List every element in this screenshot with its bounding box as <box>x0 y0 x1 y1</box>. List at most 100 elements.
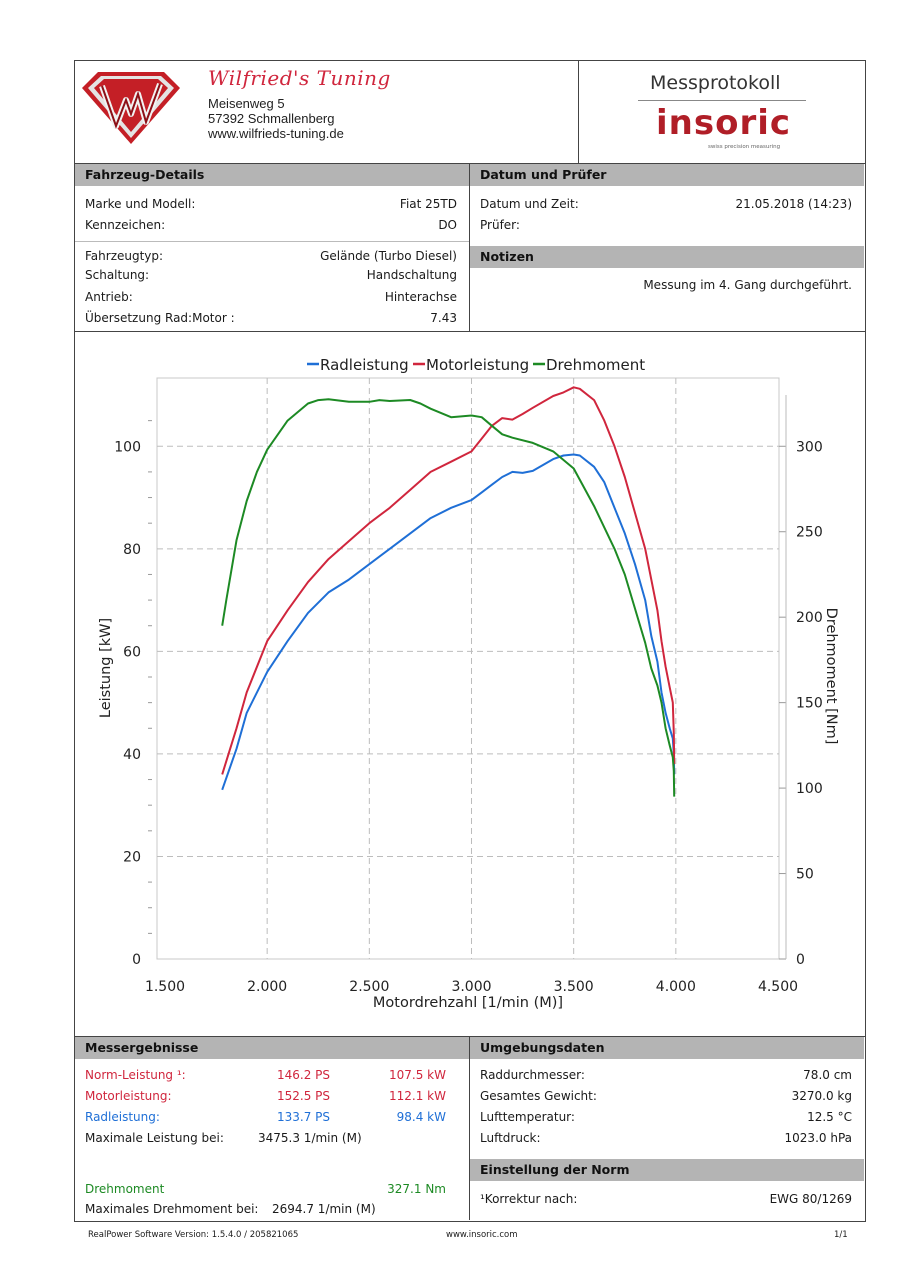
y-axis-label: Leistung [kW] <box>98 618 114 718</box>
y2-tick-label: 50 <box>796 867 814 883</box>
y2-tick-label: 250 <box>796 525 823 541</box>
page-frame <box>74 60 866 1222</box>
y-tick-label: 20 <box>123 849 141 865</box>
company-name: Wilfried's Tuning <box>208 66 391 90</box>
insoric-logo: insoric <box>656 103 792 143</box>
x-tick-label: 4.000 <box>656 979 696 995</box>
norm-section-title: Einstellung der Norm <box>470 1159 864 1181</box>
y2-axis-label: Drehmoment [Nm] <box>823 608 839 745</box>
footer-url[interactable]: www.insoric.com <box>446 1230 518 1240</box>
date-value: 21.05.2018 (14:23) <box>735 197 852 211</box>
x-tick-label: 2.500 <box>349 979 389 995</box>
date-label: Datum und Zeit: <box>480 197 579 211</box>
vehicle-value: 7.43 <box>430 311 457 325</box>
software-version: RealPower Software Version: 1.5.4.0 / 20… <box>88 1230 299 1240</box>
env-label: Luftdruck: <box>480 1131 541 1145</box>
vehicle-value: Fiat 25TD <box>399 197 457 211</box>
title-underline <box>638 100 806 101</box>
vehicle-label: Marke und Modell: <box>85 197 196 211</box>
vehicle-label: Kennzeichen: <box>85 218 166 232</box>
vehicle-value: DO <box>438 218 457 232</box>
vehicle-value: Gelände (Turbo Diesel) <box>320 249 457 263</box>
norm-value: EWG 80/1269 <box>769 1192 852 1206</box>
tester-label: Prüfer: <box>480 218 520 232</box>
divider <box>469 164 470 332</box>
y2-tick-label: 200 <box>796 610 823 626</box>
environment-section-title: Umgebungsdaten <box>470 1037 864 1059</box>
results-section-title: Messergebnisse <box>75 1037 469 1059</box>
dyno-chart: 1.500 2.000 2.500 3.000 3.500 4.000 4.500 0 20 40… <box>98 356 839 1011</box>
vehicle-label: Fahrzeugtyp: <box>85 249 164 263</box>
x-tick-label: 3.000 <box>451 979 491 995</box>
env-label: Lufttemperatur: <box>480 1110 575 1124</box>
company-logo <box>82 72 180 144</box>
plot-area <box>156 377 780 960</box>
env-value: 3270.0 kg <box>791 1089 852 1103</box>
env-label: Gesamtes Gewicht: <box>480 1089 597 1103</box>
torque-label: Drehmoment <box>85 1182 165 1196</box>
engine-power-label: Motorleistung: <box>85 1089 172 1103</box>
vehicle-value: Handschaltung <box>366 268 457 282</box>
series-drehmoment <box>221 398 676 797</box>
y-tick-label: 40 <box>123 747 141 763</box>
divider <box>74 163 865 164</box>
series-lines <box>221 386 676 797</box>
vehicle-label: Schaltung: <box>85 268 150 282</box>
brand-tagline: swiss precision measuring <box>708 144 781 150</box>
y-tick-label: 100 <box>114 439 141 455</box>
grid-lines <box>157 378 779 959</box>
series-radleistung <box>221 453 676 791</box>
axis-ticks: 1.500 2.000 2.500 3.000 3.500 4.000 4.500 0 20 40… <box>114 395 823 995</box>
legend-drehmoment: Drehmoment <box>546 356 645 374</box>
divider <box>74 1036 865 1037</box>
env-label: Raddurchmesser: <box>480 1068 585 1082</box>
vehicle-label: Antrieb: <box>85 290 133 304</box>
max-torque-label: Maximales Drehmoment bei: <box>85 1202 259 1216</box>
chart-legend: Radleistung Motorleistung Drehmoment <box>307 356 645 374</box>
x-tick-label: 4.500 <box>758 979 798 995</box>
protocol-title: Messprotokoll <box>650 72 781 94</box>
norm-power-kw: 107.5 kW <box>389 1068 446 1082</box>
wheel-power-kw: 98.4 kW <box>396 1110 446 1124</box>
notes-section-title: Notizen <box>470 246 864 268</box>
page-number: 1/1 <box>834 1230 848 1240</box>
x-tick-label: 3.500 <box>554 979 594 995</box>
address-street: Meisenweg 5 <box>208 96 285 111</box>
x-axis-label: Motordrehzahl [1/min (M)] <box>373 995 563 1011</box>
y2-tick-label: 0 <box>796 952 805 968</box>
torque-value: 327.1 Nm <box>387 1182 446 1196</box>
y2-tick-label: 150 <box>796 696 823 712</box>
divider <box>578 60 579 164</box>
y-tick-label: 80 <box>123 542 141 558</box>
company-website[interactable]: www.wilfrieds-tuning.de <box>208 126 344 141</box>
date-section-title: Datum und Prüfer <box>470 164 864 186</box>
notes-text: Messung im 4. Gang durchgeführt. <box>643 278 852 292</box>
divider <box>75 241 469 242</box>
vehicle-section-title: Fahrzeug-Details <box>75 164 469 186</box>
address-city: 57392 Schmallenberg <box>208 111 335 126</box>
legend-radleistung: Radleistung <box>320 356 409 374</box>
max-power-value: 3475.3 1/min (M) <box>258 1131 362 1145</box>
wheel-power-ps: 133.7 PS <box>276 1110 330 1124</box>
y-tick-label: 60 <box>123 644 141 660</box>
legend-motorleistung: Motorleistung <box>426 356 529 374</box>
x-tick-label: 2.000 <box>247 979 287 995</box>
y2-tick-label: 100 <box>796 781 823 797</box>
max-torque-value: 2694.7 1/min (M) <box>272 1202 376 1216</box>
vehicle-value: Hinterachse <box>384 290 457 304</box>
engine-power-kw: 112.1 kW <box>389 1089 446 1103</box>
norm-label: ¹Korrektur nach: <box>480 1192 578 1206</box>
wheel-power-label: Radleistung: <box>85 1110 160 1124</box>
env-value: 1023.0 hPa <box>784 1131 852 1145</box>
norm-power-label: Norm-Leistung ¹: <box>85 1068 186 1082</box>
env-value: 78.0 cm <box>803 1068 852 1082</box>
series-motorleistung <box>221 386 676 775</box>
divider <box>469 1037 470 1220</box>
y2-tick-label: 300 <box>796 439 823 455</box>
x-tick-label: 1.500 <box>145 979 185 995</box>
env-value: 12.5 °C <box>807 1110 852 1124</box>
y-tick-label: 0 <box>132 952 141 968</box>
norm-power-ps: 146.2 PS <box>276 1068 330 1082</box>
engine-power-ps: 152.5 PS <box>276 1089 330 1103</box>
max-power-label: Maximale Leistung bei: <box>85 1131 224 1145</box>
